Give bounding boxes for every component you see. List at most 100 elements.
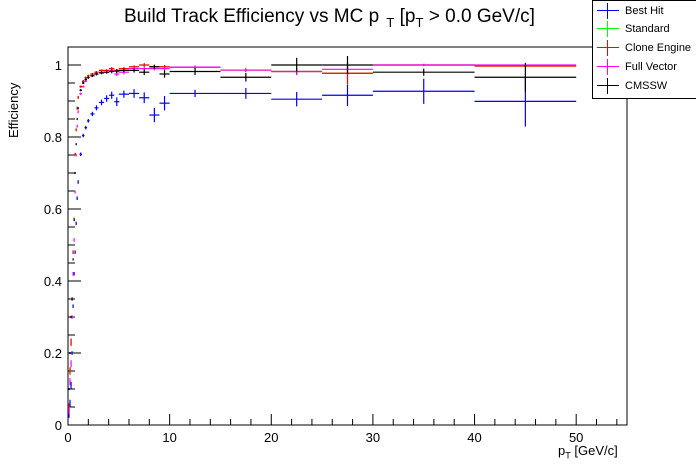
data-point [74,171,76,175]
data-point [139,69,150,76]
legend-item-full-vector: Full Vector [597,57,677,76]
data-point [69,351,71,355]
data-point [75,143,77,146]
data-point [81,81,85,85]
legend: Best Hit Standard Clone Engine Full Vect… [592,0,696,99]
data-point [372,78,475,104]
data-point [72,250,74,254]
data-point [90,111,95,117]
data-point [81,85,85,88]
data-point [73,272,75,276]
data-point [75,128,77,132]
legend-label: Best Hit [625,4,664,17]
data-point [68,407,70,415]
legend-item-standard: Standard [597,19,670,38]
data-point [84,78,88,81]
legend-item-best-hit: Best Hit [597,1,664,20]
legend-marker-icon [597,58,619,75]
data-point [94,72,99,76]
data-point [98,99,105,106]
data-point [94,105,99,111]
y-tick-label: 0.6 [44,202,62,217]
y-tick-label: 0.2 [44,346,62,361]
series-cmssw [68,56,577,391]
data-point [76,196,78,200]
data-point [71,297,73,301]
data-point [118,68,129,73]
data-point [169,67,221,76]
data-point [90,74,95,77]
data-point [74,190,76,194]
data-point [79,85,82,88]
data-point [77,95,79,99]
legend-label: Clone Engine [625,41,692,54]
data-point [73,218,75,221]
x-tick-label: 10 [162,430,176,445]
data-point [73,238,75,242]
y-tick-label: 1 [55,58,62,73]
data-point [474,62,577,92]
data-point [220,68,272,72]
data-point [77,180,79,184]
title-text-3: > 0.0 GeV/c] [428,6,535,27]
legend-marker-icon [597,39,619,56]
legend-label: Full Vector [625,60,677,73]
series-full-vector [68,63,577,415]
data-point [322,56,373,74]
data-point [109,91,115,99]
data-point [271,92,323,107]
data-point [118,90,129,98]
data-point [104,70,110,74]
x-tick-label: 0 [64,430,71,445]
data-point [77,107,79,110]
legend-marker-icon [597,20,619,37]
data-point [75,153,77,157]
y-tick-label: 0.4 [44,274,62,289]
data-point [79,152,82,157]
data-point [70,338,72,346]
x-axis-label: pT [GeV/c] [558,443,618,461]
y-tick-label: 0 [55,418,62,433]
data-point [74,250,76,254]
legend-item-clone-engine: Clone Engine [597,38,691,57]
legend-label: CMSSW [625,79,668,92]
x-label-unit: [GeV/c] [574,443,618,458]
data-point [81,133,85,138]
x-tick-label: 30 [366,430,380,445]
data-point [322,84,373,107]
data-point [149,64,160,69]
data-point [372,68,475,76]
y-axis-label: Efficiency [6,82,21,138]
legend-marker-icon [597,2,619,19]
data-point [271,57,323,73]
data-point [79,92,82,95]
data-point [69,378,71,386]
data-point [139,92,150,104]
x-label-text: p [558,443,566,458]
data-point [128,68,140,73]
x-tick-label: 50 [569,430,583,445]
data-point [159,70,170,78]
x-tick-label: 40 [467,430,481,445]
data-point [159,95,170,111]
data-point [87,76,90,79]
data-point [128,89,140,98]
data-point [220,72,272,82]
series-best-hit [68,76,577,418]
data-point [109,69,115,74]
title-subscript: T [386,14,395,30]
data-point [71,315,73,319]
data-point [76,117,78,121]
data-point [114,97,120,107]
legend-label: Standard [625,22,670,35]
data-point [69,399,71,407]
data-point [79,89,82,92]
data-point [72,272,74,276]
data-point [72,304,74,308]
data-point [70,315,72,319]
data-point [98,71,105,75]
data-point [71,351,73,355]
data-point [104,95,110,102]
legend-marker-icon [597,77,619,94]
